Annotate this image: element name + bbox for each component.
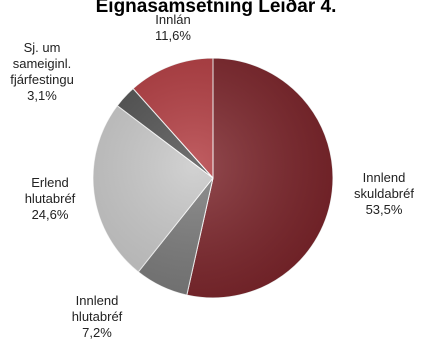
slice-label: Innlán 11,6% [155,12,191,43]
slice-label: Sj. um sameiginl. fjárfestingu 3,1% [10,40,74,103]
pie-labels: Innlend skuldabréf 53,5% Innlend hlutabréf 7,… [10,12,414,340]
chart-title: Eignasamsetning Leiðar 4. [96,0,337,17]
slice-label: Erlend hlutabréf 24,6% [25,175,76,222]
pie-slices [92,57,334,299]
slice-label: Innlend skuldabréf 53,5% [354,170,414,217]
slice-label: Innlend hlutabréf 7,2% [72,293,123,340]
